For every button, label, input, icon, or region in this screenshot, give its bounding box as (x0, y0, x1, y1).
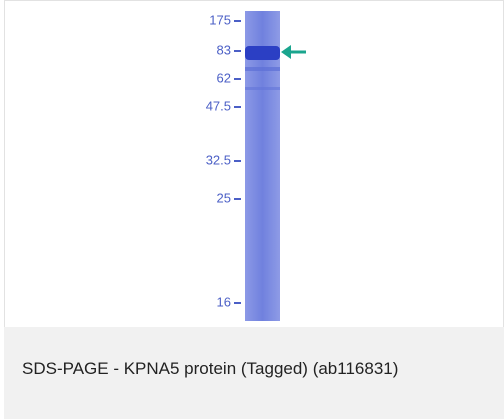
faint-band (245, 67, 280, 71)
arrow (281, 45, 306, 59)
protein-band (245, 46, 280, 60)
faint-band (245, 87, 280, 90)
marker-label: 16 (217, 294, 231, 309)
image-frame: 175 83 62 47.5 32.5 25 16 (4, 0, 504, 328)
marker-label: 62 (217, 70, 231, 85)
marker-label: 25 (217, 190, 231, 205)
marker-label: 175 (209, 12, 231, 27)
marker-label: 83 (217, 42, 231, 57)
caption: SDS-PAGE - KPNA5 protein (Tagged) (ab116… (22, 359, 398, 379)
marker-label: 47.5 (206, 98, 231, 113)
figure: 175 83 62 47.5 32.5 25 16 SDS-PAGE - KPNA5 pro… (0, 0, 504, 419)
gel-image: 175 83 62 47.5 32.5 25 16 (5, 1, 503, 327)
caption-area: SDS-PAGE - KPNA5 protein (Tagged) (ab116… (4, 327, 504, 419)
marker-label: 32.5 (206, 152, 231, 167)
